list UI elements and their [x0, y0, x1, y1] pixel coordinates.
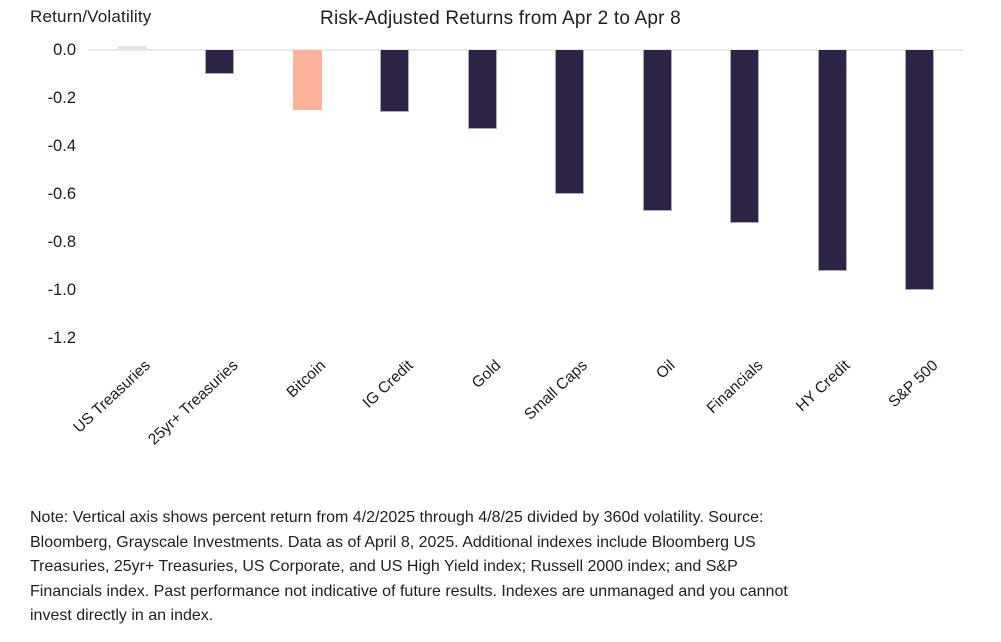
- bar-25yr-treasuries: [205, 50, 235, 74]
- bar-ig-credit: [380, 50, 410, 113]
- y-tick-label: 0.0: [53, 41, 76, 59]
- x-axis-label: 25yr+ Treasuries: [145, 357, 242, 449]
- x-axis-label: Oil: [653, 357, 679, 383]
- footnote-line: invest directly in an index.: [30, 607, 214, 624]
- y-tick-label: -0.6: [47, 185, 76, 203]
- y-tick-label: -0.4: [47, 137, 76, 155]
- plot-area: 0.0 -0.2 -0.4 -0.6 -0.8 -1.0 -1.2 US Treasurie…: [47, 41, 963, 449]
- x-axis-label: US Treasuries: [70, 357, 155, 437]
- bar-bitcoin: [292, 50, 322, 110]
- y-tick-label: -1.0: [47, 281, 76, 299]
- footnote-line: Treasuries, 25yr+ Treasuries, US Corpora…: [30, 558, 738, 575]
- footnote-line: Note: Vertical axis shows percent return…: [30, 509, 764, 526]
- bar-small-caps: [555, 50, 585, 194]
- y-tick-label: -0.8: [47, 233, 76, 251]
- bar-financials: [730, 50, 760, 223]
- x-axis-label: Financials: [703, 357, 767, 418]
- chart-title: Risk-Adjusted Returns from Apr 2 to Apr …: [320, 8, 681, 29]
- x-axis-label: IG Credit: [359, 357, 417, 412]
- x-axis-label: S&P 500: [884, 357, 942, 411]
- x-axis-label: Small Caps: [521, 357, 592, 424]
- footnote: Note: Vertical axis shows percent return…: [30, 506, 990, 629]
- bar-us-treasuries: [118, 46, 147, 49]
- y-tick-label: -0.2: [47, 89, 76, 107]
- x-axis-label: HY Credit: [793, 357, 854, 416]
- bar-s-p-500: [904, 50, 934, 290]
- x-axis-label: Gold: [468, 357, 504, 392]
- x-axis-label: Bitcoin: [283, 357, 329, 402]
- footnote-line: Bloomberg, Grayscale Investments. Data a…: [30, 533, 756, 551]
- bar-oil: [642, 50, 672, 211]
- footnote-line: Financials index. Past performance not i…: [30, 582, 788, 600]
- zero-axis-line: [88, 49, 963, 51]
- y-axis-title: Return/Volatility: [30, 7, 152, 26]
- y-tick-label: -1.2: [47, 329, 76, 347]
- bar-gold: [467, 50, 497, 130]
- bar-hy-credit: [817, 50, 847, 271]
